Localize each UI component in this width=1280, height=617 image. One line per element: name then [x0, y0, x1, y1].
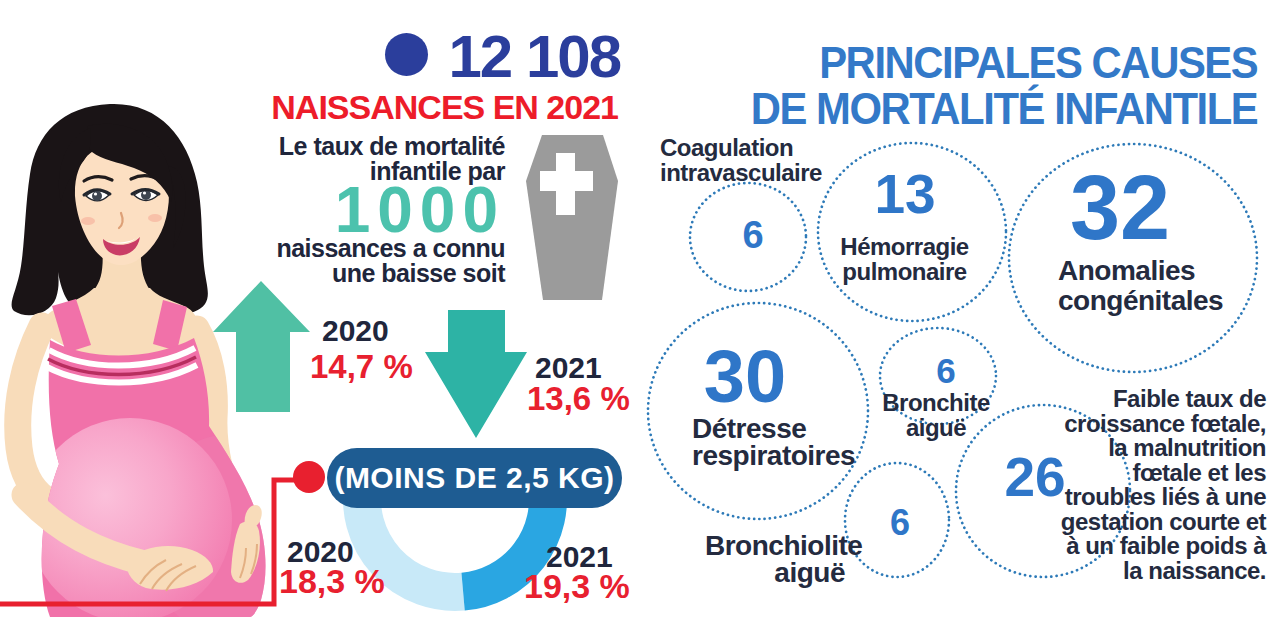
detresse-label: Détresse respiratoires — [692, 415, 857, 469]
births-label: NAISSANCES EN 2021 — [271, 88, 618, 127]
anomalies-label: Anomalies congénitales — [1058, 256, 1238, 316]
hemorragie-label: Hémorragie pulmonaire — [827, 234, 982, 284]
section-title-line2: DE MORTALITÉ INFANTILE — [750, 86, 1257, 132]
up-arrow — [205, 278, 317, 418]
bronchiolite-value: 6 — [870, 505, 930, 541]
births-value: 12 108 — [448, 22, 620, 91]
bullet-dot — [385, 33, 428, 76]
donut-2020-value: 18,3 % — [279, 562, 385, 601]
rate-line3: naissances a connu — [245, 236, 505, 261]
rate-per-1000: 1000 — [245, 184, 505, 236]
anomalies-value: 32 — [1030, 163, 1210, 253]
hemorragie-value: 13 — [845, 167, 965, 222]
section-title-line1: PRINCIPALES CAUSES — [750, 40, 1257, 86]
rate-text: Le taux de mortalité infantile par 1000 … — [245, 134, 505, 286]
coffin-icon — [523, 133, 623, 303]
coagulation-label: Coagulation intravasculaire — [660, 135, 835, 185]
detresse-value: 30 — [665, 340, 825, 414]
note-text: Faible taux de croissance fœtale, la mal… — [1058, 387, 1266, 583]
up-arrow-value: 14,7 % — [310, 348, 413, 386]
bronchite-label: Bronchite aiguë — [861, 390, 1011, 440]
section-title: PRINCIPALES CAUSES DE MORTALITÉ INFANTIL… — [750, 40, 1257, 132]
weight-pill-label: (MOINS DE 2,5 KG) — [334, 461, 614, 494]
rate-line1: Le taux de mortalité — [245, 134, 505, 159]
weight-pill: (MOINS DE 2,5 KG) — [327, 448, 622, 508]
coagulation-value: 6 — [723, 216, 783, 254]
donut-2021-value: 19,3 % — [524, 567, 630, 606]
infographic: 12 108 NAISSANCES EN 2021 Le taux de mor… — [0, 0, 1280, 617]
up-arrow-year: 2020 — [322, 314, 389, 348]
bronchite-value: 6 — [916, 353, 976, 388]
bronchiolite-label: Bronchiolite aiguë — [705, 532, 845, 586]
